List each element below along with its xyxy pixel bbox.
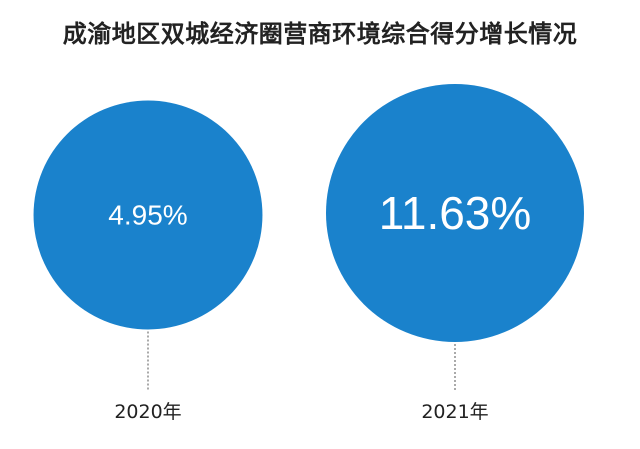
value-label-1: 11.63% bbox=[379, 187, 532, 239]
value-label-0: 4.95% bbox=[108, 200, 187, 231]
chart-title: 成渝地区双城经济圈营商环境综合得分增长情况 bbox=[62, 20, 578, 48]
category-label-0: 2020年 bbox=[114, 401, 181, 423]
bubble-1 bbox=[326, 84, 584, 342]
category-label-1: 2021年 bbox=[421, 401, 488, 423]
bubble-0 bbox=[33, 100, 263, 330]
